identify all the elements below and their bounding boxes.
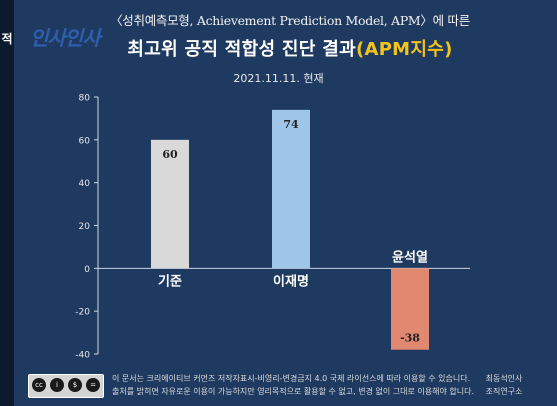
y-tick-label: 20 <box>79 222 91 232</box>
license-footer: cc i $ = 이 문서는 크리에이티브 커먼즈 저작자표시-비영리-변경금지… <box>20 370 540 402</box>
cc-license-badge: cc i $ = <box>28 374 104 398</box>
bar-value-label: 74 <box>283 118 299 131</box>
y-tick-label: 0 <box>84 265 90 275</box>
header-subtitle: 〈성취예측모형, Achievement Prediction Model, A… <box>110 13 470 28</box>
license-text-line1: 이 문서는 크리에이티브 커먼즈 저작자표시-비영리-변경금지 4.0 국제 라… <box>112 374 471 383</box>
y-tick-label: 40 <box>79 179 91 189</box>
header-title-main: 최고위 공직 적합성 진단 결과 <box>127 39 356 60</box>
organization-line1: 최동석인사 <box>485 374 523 383</box>
nc-icon: $ <box>68 378 82 392</box>
category-label: 이재명 <box>273 273 309 289</box>
y-tick-label: 60 <box>79 136 91 146</box>
date-label: 2021.11.11. 현재 <box>233 72 324 85</box>
left-edge-mark: 적 <box>1 32 13 46</box>
organization-name: 최동석인사 조직연구소 <box>472 372 536 398</box>
header-title: 최고위 공직 적합성 진단 결과(APM지수) <box>60 35 520 61</box>
nd-icon: = <box>86 378 100 392</box>
watermark-logo: 인사인사 <box>30 26 101 50</box>
bar-value-label: -38 <box>400 332 420 345</box>
bar <box>272 109 310 269</box>
y-tick-label: -20 <box>75 308 90 318</box>
header-title-accent: (APM지수) <box>355 39 453 60</box>
left-edge-strip <box>0 0 14 406</box>
y-tick-label: 80 <box>79 94 91 104</box>
organization-line2: 조직연구소 <box>485 387 523 396</box>
chart-header: 〈성취예측모형, Achievement Prediction Model, A… <box>60 10 520 61</box>
y-tick-label: -40 <box>75 351 90 361</box>
category-label: 윤석열 <box>392 249 428 265</box>
cc-icon: cc <box>32 378 46 392</box>
license-text-line2: 출처를 밝히면 자유로운 이용이 가능하지만 영리목적으로 활용할 수 없고, … <box>112 387 474 396</box>
category-label: 기준 <box>158 274 182 289</box>
license-text: 이 문서는 크리에이티브 커먼즈 저작자표시-비영리-변경금지 4.0 국제 라… <box>112 372 474 398</box>
bar <box>391 268 429 350</box>
bar <box>151 139 189 269</box>
by-icon: i <box>50 378 64 392</box>
bar-value-label: 60 <box>162 148 178 161</box>
